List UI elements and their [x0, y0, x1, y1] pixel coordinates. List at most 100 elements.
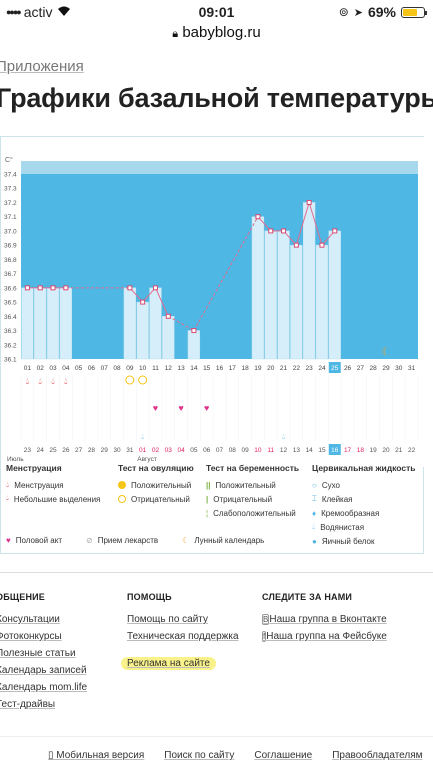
breadcrumb[interactable]: Приложения: [0, 58, 84, 75]
day-tick-label: 17: [229, 365, 237, 372]
legend-menstruation-title: Менструация: [6, 463, 62, 473]
legend-item: Отрицательный: [131, 494, 190, 504]
footer-link-label: Наша группа на Фейсбуке: [266, 631, 387, 642]
creamy-icon: ♦: [312, 508, 317, 518]
cycle-date-label: 21: [395, 447, 403, 454]
temperature-bar: [136, 301, 149, 360]
cycle-date-label: 18: [357, 447, 365, 454]
temperature-bar: [187, 330, 201, 360]
temperature-line: [308, 202, 323, 246]
cycle-date-label: 13: [293, 447, 301, 454]
footer-link-site-help[interactable]: Помощь по сайту: [127, 614, 208, 625]
rightholders-link[interactable]: Правообладателям: [332, 750, 423, 761]
cycle-date-label: 31: [126, 447, 134, 454]
cycle-date-label: 25: [49, 447, 57, 454]
temperature-bar: [328, 230, 341, 360]
footer-col-title: СЛЕДИТЕ ЗА НАМИ: [262, 592, 353, 602]
legend-cervical: Цервикальная жидкость ○ Сухо ⌶ Клейкая ♦ Кр…: [312, 463, 415, 548]
cycle-date-label: 28: [88, 447, 96, 454]
heart-icon: ♥: [6, 535, 11, 545]
footer-link-ads[interactable]: Реклама на сайте: [121, 657, 239, 670]
temperature-point: [268, 228, 274, 234]
carrier-group: ●●●● activ: [6, 4, 71, 20]
footer-link-ads-label[interactable]: Реклама на сайте: [121, 657, 216, 670]
footer-link-label: Наша группа в Вконтакте: [269, 614, 387, 625]
day-tick-label: 13: [177, 365, 185, 372]
temperature-point: [255, 214, 261, 220]
cycle-date-label: 04: [177, 447, 185, 454]
cycle-date-label: 03: [165, 447, 173, 454]
footer-link-photo[interactable]: Фотоконкурсы: [0, 631, 62, 642]
double-bar-icon: ||: [206, 480, 211, 490]
page-title: Графики базальной температуры: [0, 83, 433, 113]
day-tick-label: 14: [190, 365, 198, 372]
lock-icon: 🔒︎: [172, 28, 179, 40]
footer-link-calendar[interactable]: Календарь записей: [0, 665, 87, 676]
temperature-point: [140, 299, 146, 305]
temperature-line: [295, 202, 310, 246]
day-tick-label: 16: [216, 365, 224, 372]
legend-item: Кремообразная: [321, 508, 380, 518]
day-tick-label: 10: [139, 365, 147, 372]
day-tick-label: 19: [254, 365, 262, 372]
site-search-link[interactable]: Поиск по сайту: [164, 750, 235, 761]
temperature-point: [293, 242, 299, 248]
cycle-date-label: 15: [318, 447, 326, 454]
legend-item: Слабоположительный: [213, 508, 296, 518]
footer-link-articles[interactable]: Полезные статьи: [0, 648, 76, 659]
cervical-drop-icon: 💧︎: [282, 432, 285, 441]
clock: 09:01: [198, 4, 235, 20]
cycle-date-label: 14: [306, 447, 314, 454]
footer-link-consult[interactable]: Консультации: [0, 614, 60, 625]
cycle-date-label: 05: [190, 447, 198, 454]
lock-rotation-icon: ⊚: [338, 5, 349, 19]
ovulation-test-negative-icon: [125, 375, 135, 385]
pill-icon: ⊘: [85, 535, 93, 545]
legend-item: Половой акт: [15, 535, 62, 545]
egg-white-icon: ●: [312, 536, 317, 546]
mobile-version-link[interactable]: ▯ Мобильная версия: [48, 750, 144, 761]
day-tick-label: 08: [113, 365, 121, 372]
y-tick-label: 36.8: [4, 257, 17, 264]
url-bar[interactable]: 🔒︎ babyblog.ru: [0, 24, 433, 46]
footer-link-support[interactable]: Техническая поддержка: [127, 631, 239, 642]
moon-icon: ☾: [182, 535, 190, 545]
cycle-date-label: 17: [344, 447, 352, 454]
temperature-bar: [251, 216, 265, 360]
day-tick-label: 05: [75, 365, 83, 372]
footer-link-vk[interactable]: BНаша группа в Вконтакте: [262, 614, 387, 625]
legend-item: Отрицательный: [213, 494, 273, 504]
cycle-date-label: 11: [267, 447, 274, 454]
temperature-bar: [34, 287, 47, 360]
temperature-bar: [59, 287, 72, 360]
legend-item: Небольшие выделения: [13, 494, 101, 504]
cycle-date-label: 06: [203, 447, 211, 454]
temperature-point: [24, 285, 30, 291]
day-tick-label: 21: [280, 365, 288, 372]
agreement-link[interactable]: Соглашение: [254, 750, 313, 761]
legend-item: Менструация: [14, 480, 64, 490]
y-tick-label: 37.0: [4, 228, 17, 235]
footer-link-testdrive[interactable]: Тест-драйвы: [0, 699, 56, 710]
footer-col-follow: СЛЕДИТЕ ЗА НАМИ BНаша группа в Вконтакте…: [262, 592, 387, 648]
blood-drop-icon: 💧︎: [51, 376, 55, 386]
bottom-divider: [0, 736, 433, 737]
legend-item: Клейкая: [321, 494, 353, 504]
temperature-bar: [277, 230, 290, 360]
day-tick-label: 25: [331, 365, 339, 372]
wifi-icon: [57, 4, 71, 20]
footer-link-fb[interactable]: fНаша группа на Фейсбуке: [262, 631, 387, 642]
temperature-point: [281, 228, 287, 234]
day-tick-label: 26: [344, 365, 352, 372]
battery-percent: 69%: [367, 4, 396, 20]
temperature-bar: [123, 287, 137, 360]
footer-link-momlife[interactable]: Календарь mom.life: [0, 682, 88, 693]
legend-ovulation-title: Тест на овуляцию: [118, 463, 194, 473]
temperature-bar: [302, 202, 316, 360]
cycle-date-label: 12: [280, 447, 288, 454]
day-tick-label: 15: [203, 365, 211, 372]
legend-bottom-row: ♥ Половой акт ⊘ Прием лекарств ☾ Лунный кал…: [6, 533, 264, 547]
faint-bar-icon: ¦: [206, 508, 209, 518]
month-label-second: Август: [137, 456, 157, 463]
temperature-point: [50, 285, 56, 291]
